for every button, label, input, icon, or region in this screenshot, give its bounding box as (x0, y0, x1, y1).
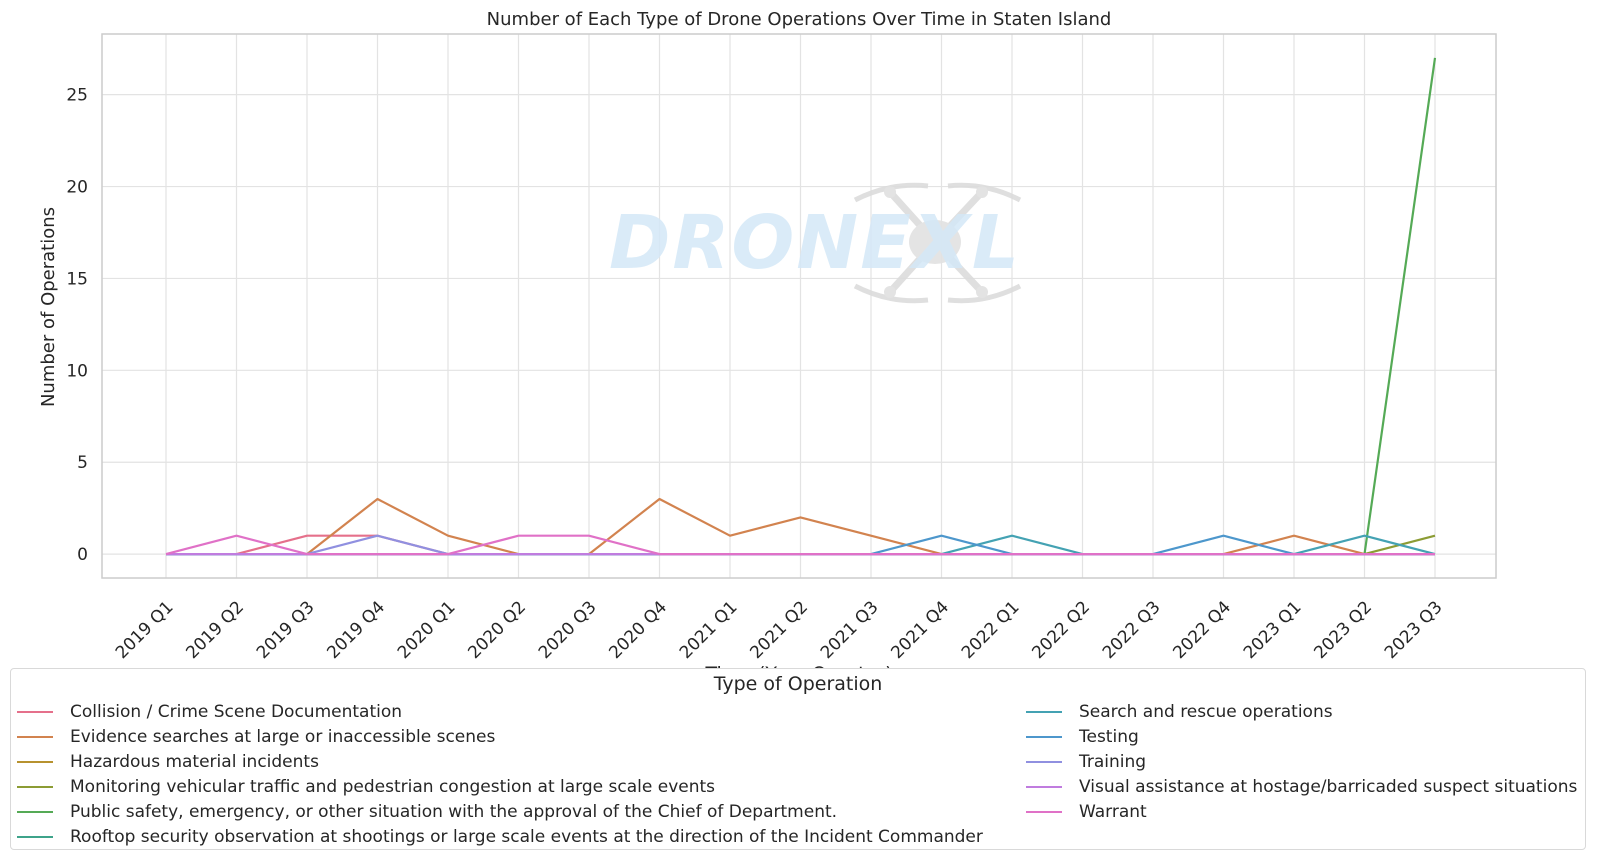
watermark: DRONEXL (609, 182, 1022, 304)
legend-item: Warrant (1026, 799, 1577, 824)
x-tick-label: 2021 Q4 (887, 597, 953, 663)
series-lines (165, 57, 1437, 556)
legend-label: Warrant (1079, 801, 1147, 822)
y-tick-label: 0 (77, 545, 88, 565)
y-tick-label: 20 (66, 178, 88, 198)
legend-swatch (17, 760, 53, 763)
series-line (165, 534, 1435, 556)
x-tick-label: 2020 Q3 (535, 597, 601, 663)
legend-item: Public safety, emergency, or other situa… (17, 799, 983, 824)
x-tick-label: 2019 Q4 (323, 597, 389, 663)
legend-item: Evidence searches at large or inaccessib… (17, 724, 983, 749)
legend-swatch (1026, 785, 1062, 788)
legend-swatch (17, 810, 53, 813)
legend-item: Search and rescue operations (1026, 699, 1577, 724)
y-tick-label: 25 (66, 86, 88, 106)
x-tick-labels: 2019 Q1 2019 Q2 2019 Q3 2019 Q4 2020 Q1 2020 … (112, 597, 1447, 663)
legend-label: Training (1079, 751, 1147, 772)
legend-label: Search and rescue operations (1079, 701, 1333, 722)
legend-swatch (17, 835, 53, 838)
x-tick-label: 2020 Q1 (394, 597, 460, 663)
x-tick-label: 2022 Q3 (1099, 597, 1165, 663)
legend-title: Type of Operation (713, 673, 883, 695)
legend-column-right: Search and rescue operations Testing Train… (1026, 699, 1577, 824)
legend-label: Monitoring vehicular traffic and pedestr… (70, 776, 716, 797)
x-tick-label: 2019 Q2 (182, 597, 248, 663)
legend-label: Rooftop security observation at shooting… (70, 826, 983, 847)
legend-label: Collision / Crime Scene Documentation (70, 701, 403, 722)
legend-swatch (17, 710, 53, 713)
legend-swatch (1026, 810, 1062, 813)
x-tick-label: 2021 Q1 (676, 597, 742, 663)
watermark-text: DRONEXL (609, 200, 1021, 286)
legend-item: Collision / Crime Scene Documentation (17, 699, 983, 724)
drone-watermark-icon (853, 182, 1022, 304)
x-tick-label: 2022 Q2 (1028, 597, 1094, 663)
x-tick-label: 2019 Q1 (112, 597, 178, 663)
y-tick-labels: 0 5 10 15 20 25 (66, 86, 88, 565)
x-tick-label: 2023 Q2 (1310, 597, 1376, 663)
x-tick-label: 2022 Q4 (1169, 597, 1235, 663)
legend-swatch (17, 735, 53, 738)
legend-item: Rooftop security observation at shooting… (17, 824, 983, 849)
grid (102, 34, 1496, 578)
legend-item: Monitoring vehicular traffic and pedestr… (17, 774, 983, 799)
legend-swatch (1026, 735, 1062, 738)
legend-label: Hazardous material incidents (70, 751, 319, 772)
x-tick-label: 2020 Q2 (464, 597, 530, 663)
x-tick-label: 2019 Q3 (253, 597, 319, 663)
legend-label: Testing (1079, 726, 1139, 747)
legend-item: Visual assistance at hostage/barricaded … (1026, 774, 1577, 799)
y-tick-label: 15 (66, 269, 88, 289)
x-tick-label: 2023 Q3 (1381, 597, 1447, 663)
y-tick-label: 5 (77, 453, 88, 473)
legend-label: Visual assistance at hostage/barricaded … (1079, 776, 1578, 797)
legend-swatch (17, 785, 53, 788)
plot-frame (101, 33, 1497, 579)
legend-label: Evidence searches at large or inaccessib… (70, 726, 496, 747)
legend-column-left: Collision / Crime Scene Documentation Evi… (17, 699, 983, 849)
x-tick-label: 2021 Q3 (817, 597, 883, 663)
legend-item: Testing (1026, 724, 1577, 749)
legend-swatch (1026, 760, 1062, 763)
legend: Type of Operation Collision / Crime Scen… (10, 668, 1586, 850)
chart-title: Number of Each Type of Drone Operations … (487, 9, 1112, 30)
x-tick-label: 2022 Q1 (958, 597, 1024, 663)
x-tick-label: 2021 Q2 (746, 597, 812, 663)
legend-item: Hazardous material incidents (17, 749, 983, 774)
x-tick-label: 2020 Q4 (605, 597, 671, 663)
legend-label: Public safety, emergency, or other situa… (70, 801, 838, 822)
legend-swatch (1026, 710, 1062, 713)
y-tick-label: 10 (66, 361, 88, 381)
legend-item: Training (1026, 749, 1577, 774)
y-axis-label: Number of Operations (38, 207, 59, 407)
x-tick-label: 2023 Q1 (1240, 597, 1306, 663)
